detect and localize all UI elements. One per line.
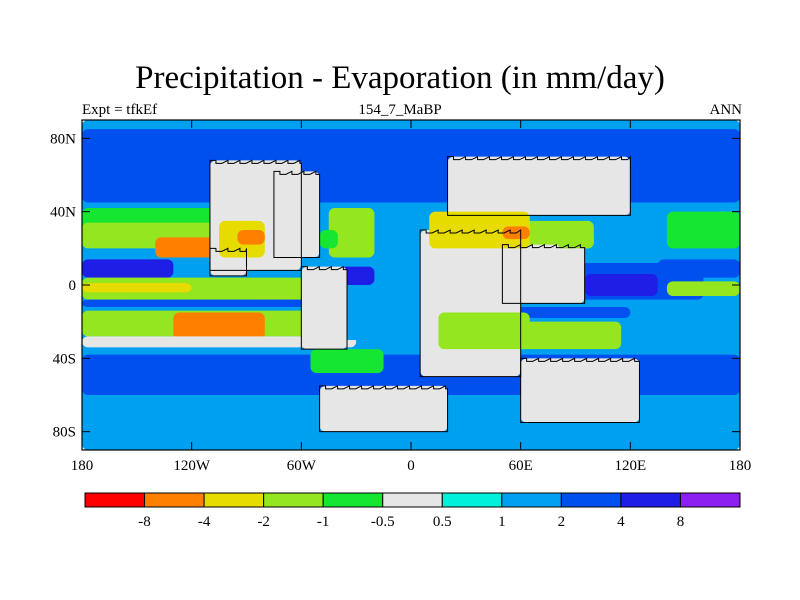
lat-label: 40S [53,351,76,367]
colorbar-label: 4 [617,514,625,530]
coastline-africa [419,229,522,378]
ocean-region [82,259,174,278]
ocean-region [666,211,740,249]
season-label: ANN [709,102,743,118]
colorbar-label: 1 [498,514,506,530]
colorbar [84,492,741,508]
land-region-eurasia [447,156,631,216]
colorbar-label: -1 [317,514,330,530]
lon-label: 60E [509,458,533,474]
land-region-north-america-east [273,171,320,258]
experiment-label: Expt = tfkEf [82,102,158,118]
arid-region [438,312,530,350]
ocean-region [310,349,384,373]
lat-label: 80S [53,425,76,441]
arid-region [328,208,375,258]
colorbar-box [203,492,265,508]
coastline-north-america-west-coast [209,247,247,277]
coastline-north-america [209,159,302,271]
coastline-australia-antarctic [520,357,640,423]
coastline-north-america-east [273,170,321,258]
latitude-labels: 80N 40N 0 40S 80S [50,131,76,440]
ocean-region [657,259,740,278]
arid-region [237,230,265,245]
ocean-region [173,312,265,340]
axis-ticks [81,120,741,450]
lat-label: 40N [50,205,76,221]
time-label: 154_7_MaBP [358,102,442,118]
ocean-region [666,281,740,296]
colorbar-label: 2 [558,514,566,530]
land-region-antarctica-west [319,385,448,432]
colorbar-box [144,492,205,508]
colorbar-box [382,492,443,508]
colorbar-box [322,492,384,508]
lon-label: 120E [614,458,646,474]
colorbar-labels: -8 -4 -2 -1 -0.5 0.5 1 2 4 8 [138,514,684,530]
coastline-eurasia [447,155,631,216]
lat-label: 0 [69,278,77,294]
arid-region [557,230,594,249]
ocean-region [82,299,338,307]
colorbar-label: -4 [198,514,211,530]
coastline-antarctica-west [319,385,449,433]
colorbar-label: -2 [257,514,270,530]
lon-label: 0 [407,458,415,474]
ocean-region [82,336,357,348]
colorbar-box [84,492,146,508]
colorbar-label: 0.5 [433,514,452,530]
colorbar-box [501,492,562,508]
arid-region [429,211,530,249]
colorbar-box [620,492,681,508]
lon-label: 60W [287,458,317,474]
land-region-arabia-india [502,244,585,304]
arid-region [319,230,338,249]
colorbar-label: -8 [138,514,151,530]
land-region-south-america-interior [301,266,348,350]
ocean-region [584,274,658,296]
ocean-region [155,237,220,258]
colorbar-box [263,492,324,508]
lon-label: 180 [729,458,752,474]
coastline-south-america-interior [300,265,348,350]
coastline-arabia-india [501,243,586,304]
colorbar-box [441,492,503,508]
land-region-australia-antarctic [520,358,640,423]
map-title: Precipitation - Evaporation (in mm/day) [135,60,665,96]
coastlines [209,155,640,433]
colorbar-box [679,492,741,508]
ocean-region [82,129,740,203]
longitude-labels: 180 120W 60W 0 60E 120E 180 [71,458,752,474]
lat-label: 80N [50,131,76,147]
colorbar-box [560,492,622,508]
pe-field [82,120,740,450]
lon-label: 180 [71,458,94,474]
colorbar-label: 8 [677,514,685,530]
ocean-region [82,283,192,293]
lon-label: 120W [173,458,211,474]
colorbar-label: -0.5 [371,514,395,530]
